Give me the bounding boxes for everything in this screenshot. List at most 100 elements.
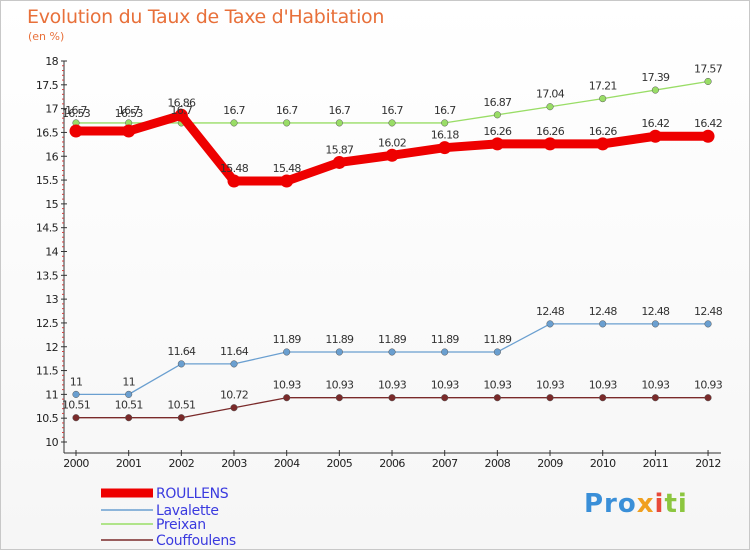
data-point — [543, 137, 557, 151]
y-tick-label: 11 — [45, 388, 58, 401]
data-label: 16.7 — [381, 104, 403, 117]
data-point — [546, 394, 554, 402]
x-tick-label: 2006 — [379, 457, 405, 470]
data-point — [335, 394, 343, 402]
data-point — [599, 320, 607, 328]
y-tick-label: 10.5 — [36, 412, 59, 425]
y-tick-label: 15.5 — [36, 174, 59, 187]
data-point — [704, 320, 712, 328]
data-label: 10.93 — [694, 379, 723, 392]
data-label: 16.26 — [536, 125, 565, 138]
legend-label-lavalette: Lavalette — [156, 503, 219, 519]
data-point — [283, 119, 291, 127]
y-tick-label: 17 — [45, 103, 58, 116]
data-point — [332, 155, 346, 169]
data-label: 12.48 — [694, 305, 723, 318]
legend-label-preixan: Preixan — [156, 517, 206, 533]
data-point — [599, 95, 607, 103]
data-label: 12.48 — [641, 305, 670, 318]
data-point — [230, 404, 238, 412]
data-point — [125, 390, 133, 398]
y-tick-label: 13 — [45, 293, 58, 306]
data-label: 17.04 — [536, 88, 565, 101]
y-tick-label: 14 — [45, 246, 58, 259]
data-point — [230, 119, 238, 127]
data-point — [227, 174, 241, 188]
x-tick-label: 2008 — [485, 457, 511, 470]
data-point — [441, 119, 449, 127]
data-point — [490, 137, 504, 151]
x-tick-label: 2012 — [695, 457, 721, 470]
data-point — [72, 414, 80, 422]
data-point — [177, 414, 185, 422]
data-point — [704, 77, 712, 86]
data-point — [283, 394, 291, 402]
y-tick-label: 12 — [45, 341, 58, 354]
y-tick-label: 15 — [45, 198, 58, 211]
x-tick-label: 2003 — [221, 457, 247, 470]
data-label: 16.7 — [118, 104, 140, 117]
data-point — [441, 348, 449, 356]
y-tick-label: 12.5 — [36, 317, 59, 330]
data-label: 11.89 — [273, 333, 302, 346]
data-label: 16.26 — [589, 125, 618, 138]
data-label: 11.89 — [325, 333, 354, 346]
data-point — [125, 414, 133, 422]
data-point — [335, 119, 343, 127]
data-point — [704, 394, 712, 402]
data-label: 17.57 — [694, 62, 723, 75]
x-tick-label: 2009 — [537, 457, 563, 470]
data-label: 16.7 — [65, 104, 87, 117]
data-label: 16.87 — [483, 96, 512, 109]
x-tick-label: 2004 — [274, 457, 300, 470]
x-tick-label: 2000 — [63, 457, 89, 470]
data-label: 10.93 — [483, 379, 512, 392]
data-point — [651, 86, 659, 94]
data-point — [441, 394, 449, 402]
data-point — [493, 348, 501, 356]
logo-part-1: Pro — [584, 489, 637, 519]
data-label: 11.89 — [431, 333, 460, 346]
data-label: 16.7 — [223, 104, 245, 117]
data-label: 16.42 — [641, 117, 669, 130]
data-label: 11.89 — [483, 333, 512, 346]
data-point — [174, 108, 188, 122]
data-label: 15.48 — [220, 162, 249, 175]
y-tick-label: 11.5 — [36, 365, 59, 378]
y-tick-label: 13.5 — [36, 269, 59, 282]
data-label: 16.26 — [483, 125, 512, 138]
x-tick-label: 2011 — [643, 457, 669, 470]
data-point — [701, 129, 715, 143]
data-label: 10.93 — [378, 379, 407, 392]
data-label: 16.7 — [170, 104, 192, 117]
data-label: 16.7 — [276, 104, 298, 117]
x-tick-label: 2007 — [432, 457, 458, 470]
data-label: 16.53 — [62, 107, 91, 120]
data-point — [385, 148, 399, 162]
data-point — [230, 360, 238, 368]
x-tick-label: 2005 — [327, 457, 353, 470]
proxiti-logo: Proxiti — [584, 489, 688, 519]
data-point — [388, 348, 396, 356]
data-label: 11 — [70, 375, 83, 388]
data-point — [388, 119, 396, 127]
data-label: 12.48 — [589, 305, 618, 318]
data-point — [493, 111, 501, 119]
data-point — [122, 124, 136, 138]
data-label: 16.7 — [328, 104, 350, 117]
data-label: 16.02 — [378, 136, 406, 149]
data-point — [596, 137, 610, 151]
data-label: 10.51 — [115, 399, 143, 412]
legend-label-roullens: ROULLENS — [156, 486, 229, 502]
x-tick-label: 2010 — [590, 457, 616, 470]
chart-subtitle: (en %) — [28, 30, 65, 43]
data-label: 10.93 — [273, 379, 302, 392]
data-point — [438, 141, 452, 155]
y-tick-label: 16.5 — [36, 126, 59, 139]
data-label: 16.42 — [694, 117, 722, 130]
data-point — [648, 129, 662, 143]
data-label: 10.93 — [431, 379, 460, 392]
data-label: 16.86 — [167, 96, 196, 109]
